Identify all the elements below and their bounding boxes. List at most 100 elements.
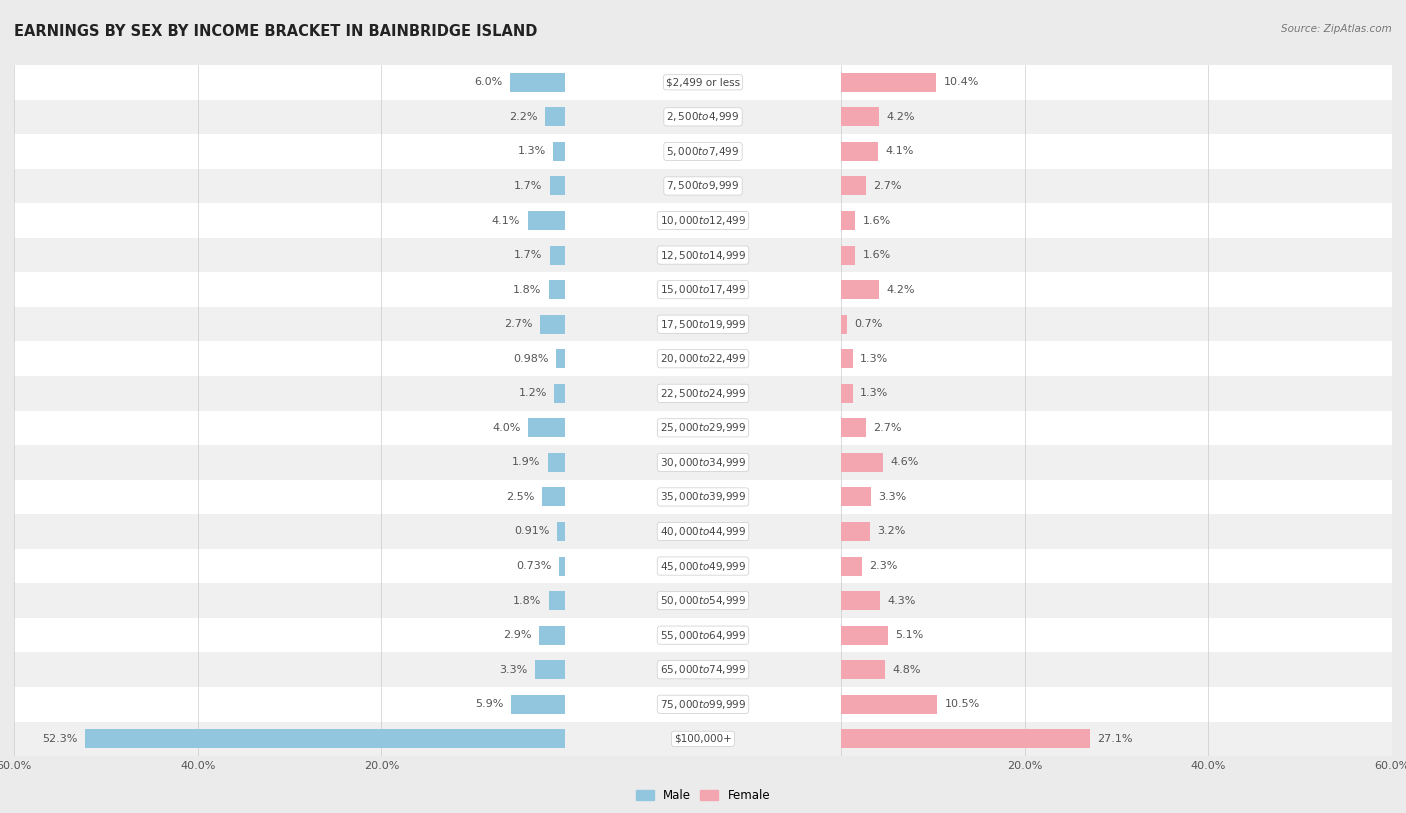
Text: $30,000 to $34,999: $30,000 to $34,999 (659, 456, 747, 469)
Bar (841, 591, 880, 610)
Text: $50,000 to $54,999: $50,000 to $54,999 (659, 594, 747, 607)
Text: 1.8%: 1.8% (513, 596, 541, 606)
Bar (510, 73, 565, 92)
Bar (557, 350, 565, 368)
Bar (841, 246, 855, 264)
Text: 27.1%: 27.1% (1097, 734, 1133, 744)
Text: $17,500 to $19,999: $17,500 to $19,999 (659, 318, 747, 331)
Bar (565, 549, 841, 584)
Bar (841, 134, 1392, 169)
Bar (841, 557, 862, 576)
Bar (534, 660, 565, 679)
Text: $10,000 to $12,499: $10,000 to $12,499 (659, 214, 747, 227)
Text: 2.7%: 2.7% (505, 320, 533, 329)
Text: $55,000 to $64,999: $55,000 to $64,999 (659, 628, 747, 641)
Text: 3.3%: 3.3% (499, 665, 527, 675)
Bar (841, 515, 1392, 549)
Bar (565, 134, 841, 169)
Text: 5.1%: 5.1% (896, 630, 924, 640)
Text: 4.2%: 4.2% (887, 285, 915, 294)
Bar (510, 695, 565, 714)
Bar (14, 203, 565, 237)
Text: $45,000 to $49,999: $45,000 to $49,999 (659, 559, 747, 572)
Bar (841, 237, 1392, 272)
Bar (14, 549, 565, 584)
Bar (14, 652, 565, 687)
Text: 10.4%: 10.4% (943, 77, 979, 87)
Bar (841, 549, 1392, 584)
Bar (14, 446, 565, 480)
Text: 4.1%: 4.1% (886, 146, 914, 156)
Bar (841, 142, 879, 161)
Text: 4.3%: 4.3% (887, 596, 917, 606)
Bar (14, 237, 565, 272)
Text: 1.6%: 1.6% (863, 250, 891, 260)
Text: 1.9%: 1.9% (512, 458, 540, 467)
Bar (841, 411, 1392, 446)
Bar (565, 203, 841, 237)
Bar (565, 169, 841, 203)
Text: 1.8%: 1.8% (513, 285, 541, 294)
Bar (558, 557, 565, 576)
Bar (14, 722, 565, 756)
Text: 2.7%: 2.7% (873, 423, 901, 433)
Text: $100,000+: $100,000+ (673, 734, 733, 744)
Text: 3.3%: 3.3% (879, 492, 907, 502)
Bar (565, 376, 841, 411)
Bar (550, 176, 565, 195)
Bar (841, 384, 852, 402)
Bar (841, 522, 870, 541)
Bar (841, 211, 855, 230)
Bar (841, 280, 879, 299)
Text: EARNINGS BY SEX BY INCOME BRACKET IN BAINBRIDGE ISLAND: EARNINGS BY SEX BY INCOME BRACKET IN BAI… (14, 24, 537, 39)
Bar (540, 315, 565, 333)
Bar (527, 211, 565, 230)
Bar (14, 341, 565, 376)
Text: $65,000 to $74,999: $65,000 to $74,999 (659, 663, 747, 676)
Bar (543, 488, 565, 506)
Bar (529, 419, 565, 437)
Bar (565, 480, 841, 515)
Bar (548, 591, 565, 610)
Bar (14, 480, 565, 515)
Bar (565, 652, 841, 687)
Text: 1.7%: 1.7% (513, 181, 543, 191)
Text: 2.2%: 2.2% (509, 112, 537, 122)
Bar (841, 73, 936, 92)
Text: $2,500 to $4,999: $2,500 to $4,999 (666, 111, 740, 124)
Bar (841, 169, 1392, 203)
Bar (841, 652, 1392, 687)
Bar (841, 65, 1392, 99)
Text: 2.7%: 2.7% (873, 181, 901, 191)
Bar (841, 376, 1392, 411)
Bar (841, 176, 866, 195)
Text: 2.3%: 2.3% (869, 561, 897, 571)
Bar (841, 660, 884, 679)
Bar (841, 446, 1392, 480)
Bar (841, 584, 1392, 618)
Bar (565, 65, 841, 99)
Bar (565, 515, 841, 549)
Text: $75,000 to $99,999: $75,000 to $99,999 (659, 698, 747, 711)
Bar (554, 142, 565, 161)
Text: 3.2%: 3.2% (877, 527, 905, 537)
Text: $35,000 to $39,999: $35,000 to $39,999 (659, 490, 747, 503)
Bar (841, 419, 866, 437)
Text: 5.9%: 5.9% (475, 699, 503, 709)
Bar (841, 722, 1392, 756)
Text: 0.91%: 0.91% (515, 527, 550, 537)
Text: $7,500 to $9,999: $7,500 to $9,999 (666, 180, 740, 193)
Text: 1.2%: 1.2% (519, 389, 547, 398)
Text: 0.7%: 0.7% (855, 320, 883, 329)
Bar (841, 695, 938, 714)
Bar (565, 722, 841, 756)
Text: 1.7%: 1.7% (513, 250, 543, 260)
Bar (565, 237, 841, 272)
Text: 1.6%: 1.6% (863, 215, 891, 225)
Bar (14, 65, 565, 99)
Bar (14, 618, 565, 652)
Bar (841, 107, 879, 126)
Bar (550, 246, 565, 264)
Bar (841, 272, 1392, 307)
Bar (84, 729, 565, 748)
